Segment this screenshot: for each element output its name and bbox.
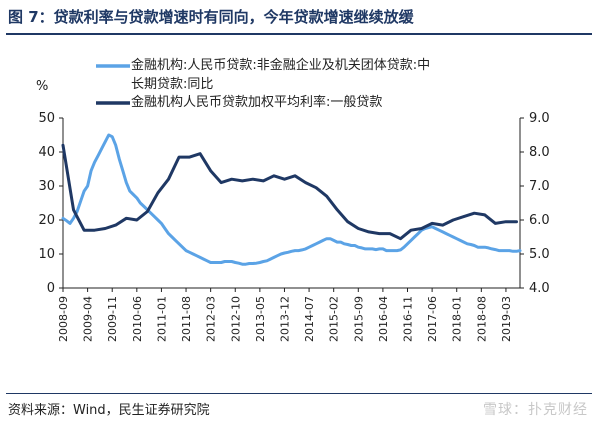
- x-tick-label: 2017-06: [426, 296, 439, 342]
- right-tick-label: 5.0: [529, 247, 550, 262]
- left-tick-label: 10: [38, 247, 55, 262]
- x-tick-label: 2014-07: [303, 296, 316, 342]
- x-tick-label: 2016-11: [402, 296, 415, 342]
- x-tick-label: 2009-04: [82, 296, 95, 342]
- left-tick-label: 50: [38, 111, 55, 126]
- series-layer: [61, 133, 522, 266]
- source-note: 资料来源：Wind，民生证券研究院: [8, 403, 210, 418]
- x-tick-label: 2019-03: [500, 296, 513, 342]
- x-tick-label: 2013-05: [254, 296, 267, 342]
- left-tick-label: 40: [38, 145, 55, 160]
- left-tick-label: 0: [47, 281, 55, 296]
- right-tick-label: 6.0: [529, 213, 550, 228]
- legend-label-series2: 金融机构人民币贷款加权平均利率:一般贷款: [131, 94, 382, 110]
- right-tick-label: 4.0: [529, 281, 550, 296]
- chart-title: 图 7：贷款利率与贷款增速时有同向，今年贷款增速继续放缓: [8, 8, 414, 26]
- x-tick-label: 2008-09: [57, 296, 70, 342]
- left-tick-label: 20: [38, 213, 55, 228]
- x-axis: 2008-09 2009-04 2009-11 2010-06 2011-01 2011-…: [57, 287, 520, 342]
- x-tick-label: 2011-08: [180, 296, 193, 342]
- right-axis: 4.0 5.0 6.0 7.0 8.0 9.0: [519, 111, 550, 296]
- watermark: 雪球：扑克财经: [483, 402, 588, 418]
- source-divider: [6, 393, 592, 394]
- series-line-1: [61, 133, 522, 266]
- legend: 金融机构:人民币贷款:非金融企业及机关团体贷款:中 长期贷款:同比 金融机构人民…: [96, 57, 430, 110]
- x-tick-label: 2011-01: [155, 296, 168, 342]
- right-tick-label: 8.0: [529, 145, 550, 160]
- x-tick-label: 2015-09: [352, 296, 365, 342]
- x-tick-label: 2009-11: [106, 296, 119, 342]
- right-tick-label: 7.0: [529, 179, 550, 194]
- x-tick-label: 2012-03: [205, 296, 218, 342]
- legend-label-series1-line2: 长期贷款:同比: [131, 77, 213, 92]
- x-tick-label: 2010-06: [131, 296, 144, 342]
- x-tick-label: 2016-04: [377, 296, 390, 342]
- series-line-2: [61, 143, 518, 241]
- right-tick-label: 9.0: [529, 111, 550, 126]
- left-tick-label: 30: [38, 179, 55, 194]
- x-tick-label: 2013-12: [278, 296, 291, 342]
- legend-label-series1-line1: 金融机构:人民币贷款:非金融企业及机关团体贷款:中: [131, 57, 430, 73]
- title-divider: [6, 33, 592, 35]
- x-tick-label: 2015-02: [328, 296, 341, 342]
- x-tick-label: 2018-01: [451, 296, 464, 342]
- left-axis: 0 10 20 30 40 50: [38, 111, 64, 296]
- left-axis-unit: %: [36, 79, 48, 94]
- x-tick-label: 2018-08: [475, 296, 488, 342]
- x-tick-label: 2012-10: [229, 296, 242, 342]
